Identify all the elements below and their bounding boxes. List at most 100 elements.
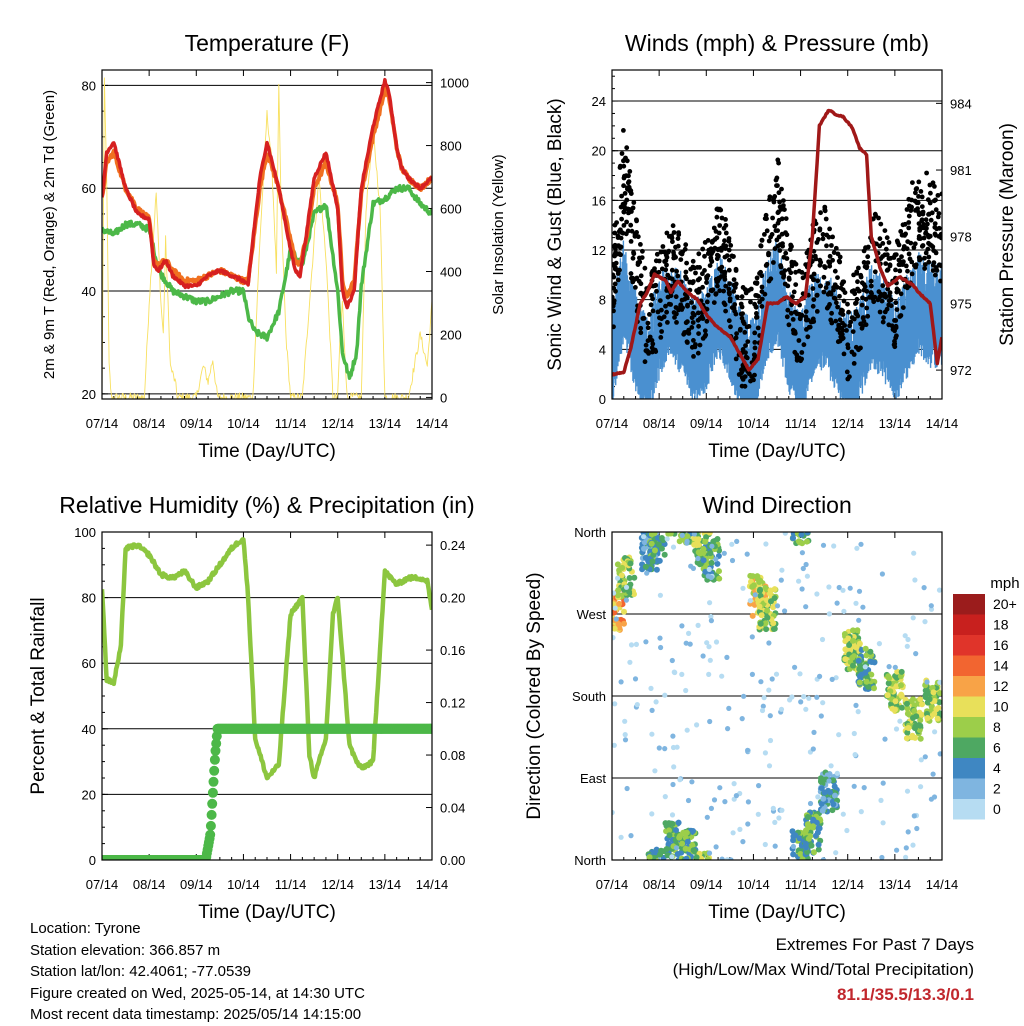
gust-point [630, 255, 636, 261]
gust-point [706, 247, 712, 253]
gust-point [840, 308, 845, 314]
gust-point [930, 180, 936, 186]
gust-point [700, 284, 705, 290]
gust-point [850, 329, 856, 334]
direction-panel-title: Wind Direction [702, 492, 852, 518]
gust-point [934, 265, 939, 270]
direction-point [828, 763, 834, 769]
gust-point [695, 317, 701, 323]
precipitation-point [207, 787, 218, 798]
colorbar-label: 6 [993, 740, 1001, 756]
gust-point [691, 312, 697, 318]
temperature-panel-ytick-label: 40 [82, 284, 96, 299]
gust-point [758, 269, 763, 275]
gust-point [927, 242, 933, 248]
gust-point [894, 307, 900, 312]
gust-point [726, 236, 732, 241]
direction-point [615, 621, 622, 627]
gust-point [727, 296, 733, 301]
gust-point [726, 286, 732, 292]
direction-point [885, 673, 892, 680]
direction-point [680, 829, 687, 836]
gust-point [689, 300, 694, 305]
gust-point [922, 255, 927, 261]
direction-point [850, 662, 856, 669]
direction-point [646, 854, 653, 860]
direction-point [934, 715, 941, 722]
gust-point [766, 238, 772, 244]
direction-point [684, 533, 691, 540]
direction-panel-xtick-label: 10/14 [737, 877, 770, 892]
gust-point [827, 253, 833, 259]
gust-point [669, 267, 675, 273]
direction-point [747, 598, 754, 604]
direction-point [922, 619, 928, 625]
gust-point [736, 372, 742, 377]
gust-point [830, 234, 835, 240]
direction-point [790, 843, 797, 850]
direction-point [612, 590, 617, 596]
direction-panel-frame [611, 531, 943, 861]
direction-point [929, 684, 936, 691]
gust-point [815, 278, 821, 284]
gust-point [811, 297, 817, 302]
direction-point [905, 636, 911, 643]
gust-point [679, 297, 685, 303]
direction-point [685, 797, 692, 804]
direction-point [641, 545, 647, 552]
gust-point [612, 300, 617, 306]
direction-point [769, 676, 775, 682]
direction-point [827, 789, 833, 796]
direction-point [719, 673, 725, 679]
direction-point [749, 573, 756, 580]
direction-point [773, 671, 780, 677]
direction-point [772, 843, 778, 849]
gust-point [743, 350, 748, 355]
gust-point [650, 296, 655, 302]
direction-point [894, 668, 901, 675]
colorbar-label: 14 [993, 658, 1009, 674]
colorbar-label: 16 [993, 637, 1009, 653]
direction-point [776, 815, 782, 821]
direction-point [854, 627, 861, 634]
gust-point [670, 239, 675, 245]
direction-point [790, 837, 797, 844]
temperature-panel-frame [101, 69, 433, 400]
gust-point [719, 245, 724, 251]
gust-point [872, 269, 878, 275]
gust-point [925, 246, 931, 252]
direction-point [806, 695, 812, 701]
colorbar-swatch [953, 635, 985, 656]
gust-point [807, 324, 813, 330]
direction-point [612, 625, 618, 632]
gust-point [786, 267, 792, 273]
gust-point [670, 223, 676, 229]
direction-point [810, 746, 816, 752]
gust-point [690, 280, 695, 286]
direction-point [689, 841, 696, 848]
gust-point [858, 345, 863, 351]
gust-point [839, 332, 845, 337]
gust-point [861, 260, 867, 265]
gust-point [647, 334, 653, 340]
gust-point [748, 299, 753, 305]
direction-point [930, 689, 937, 696]
extremes-legend: (High/Low/Max Wind/Total Precipitation) [672, 960, 974, 979]
direction-point [894, 847, 900, 853]
direction-point [615, 587, 622, 594]
direction-point [631, 574, 638, 581]
direction-point [704, 640, 710, 646]
gust-point [616, 243, 621, 249]
direction-point [665, 840, 672, 847]
gust-point [644, 348, 650, 354]
gust-point [723, 230, 729, 236]
direction-point [737, 826, 743, 833]
direction-point [818, 785, 825, 792]
gust-point [893, 335, 899, 341]
direction-point [684, 538, 690, 545]
direction-point [632, 676, 639, 682]
direction-point [770, 604, 777, 611]
gust-point [716, 230, 722, 236]
direction-point [910, 615, 916, 621]
direction-point [706, 532, 713, 536]
